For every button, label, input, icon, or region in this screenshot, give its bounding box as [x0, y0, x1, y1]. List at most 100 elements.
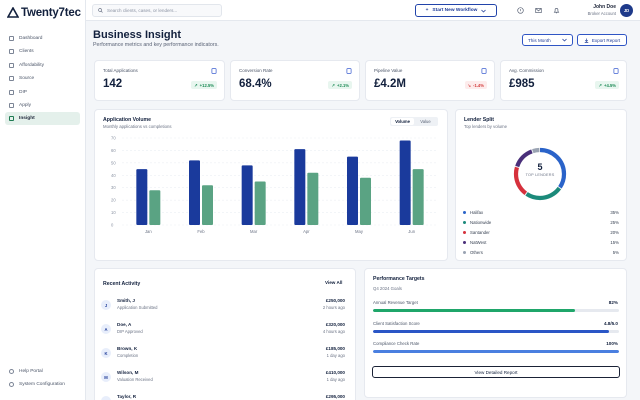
bar-jan-series-1[interactable] [136, 169, 148, 225]
legend-lender-name: Halifax [470, 209, 484, 215]
sidebar-item-affordability[interactable]: Affordability [5, 59, 80, 72]
kpi-card: Pipeline Value £4.2M ↘ -1.4% [365, 60, 495, 101]
export-report-button[interactable]: Export Report [577, 34, 627, 46]
pound-icon [480, 67, 487, 74]
kpi-label: Avg. Commission [509, 68, 544, 73]
sidebar-item-label: System Configuration [19, 382, 65, 388]
performance-targets-card: Performance Targets Q4 2024 Goals [364, 268, 627, 398]
kpi-card: Total Applications 142 ↗ +12.5% [94, 60, 225, 101]
bar-jun-series-1[interactable] [399, 140, 411, 225]
donut-slice-santander[interactable] [513, 147, 567, 201]
target-progress-track [373, 350, 619, 353]
download-icon [584, 38, 589, 43]
bar-may-series-2[interactable] [360, 177, 371, 225]
period-select[interactable]: This Month [522, 34, 573, 46]
activity-client-name: Wilson, M [117, 370, 139, 375]
app-logo[interactable]: Twenty7tec [7, 6, 81, 20]
arrow-up-icon: ↗ [331, 82, 335, 88]
recent-activity-title: Recent Activity [103, 281, 141, 287]
toggle-value[interactable]: Value [420, 119, 431, 124]
help-icon[interactable] [516, 6, 524, 14]
legend-swatch [463, 250, 466, 254]
kpi-value: 142 [103, 78, 123, 90]
target-progress-fill [373, 350, 619, 353]
bar-feb-series-2[interactable] [202, 185, 213, 225]
legend-swatch [463, 220, 466, 224]
y-tick-label: 0 [111, 223, 114, 228]
target-label: Annual Revenue Target [373, 300, 418, 305]
search-input[interactable] [107, 8, 217, 13]
app-name: Twenty7tec [21, 7, 81, 19]
page-title: Business Insight [93, 29, 182, 41]
sidebar-item-source[interactable]: Source [5, 72, 80, 85]
plus-icon: + [425, 8, 429, 13]
view-all-link[interactable]: View All [325, 280, 343, 285]
activity-row[interactable]: M Wilson, M Valuation Received £410,000 1 da… [95, 368, 350, 388]
start-workflow-button[interactable]: + Start New Workflow [415, 4, 497, 17]
volume-value-toggle[interactable]: Volume Value [390, 117, 438, 126]
activity-amount: £320,000 [325, 322, 345, 327]
activity-client-name: Doe, A [117, 322, 132, 327]
target-progress-fill [373, 330, 610, 333]
target-progress-track [373, 330, 619, 333]
sidebar-item-system-configuration[interactable]: System Configuration [5, 378, 80, 391]
bell-icon[interactable] [552, 6, 560, 14]
sidebar-item-dashboard[interactable]: Dashboard [5, 32, 80, 45]
user-role: Broker Account [587, 11, 616, 16]
chart-icon [9, 116, 14, 122]
bar-mar-series-2[interactable] [254, 181, 266, 226]
x-tick-label: Mar [250, 229, 258, 234]
legend-lender-pct: 20% [610, 229, 619, 235]
volume-card-title: Application Volume [103, 117, 152, 123]
legend-item: Others 5% [463, 248, 619, 256]
x-tick-label: Feb [197, 229, 205, 234]
sidebar-item-apply[interactable]: Apply [5, 99, 80, 112]
bar-apr-series-2[interactable] [307, 172, 319, 225]
legend-item: Santander 20% [463, 228, 619, 236]
bar-feb-series-1[interactable] [189, 160, 200, 225]
activity-amount: £185,000 [325, 346, 345, 351]
kpi-change-badge: ↗ +2.1% [328, 81, 352, 89]
sidebar-item-insight[interactable]: Insight [5, 112, 80, 126]
kpi-label: Conversion Rate [239, 68, 273, 73]
activity-row[interactable]: K Brown, K Completion £185,000 1 day ago [95, 344, 350, 364]
sidebar-item-clients[interactable]: Clients [5, 45, 80, 58]
bar-mar-series-1[interactable] [241, 165, 253, 225]
y-tick-label: 30 [111, 185, 116, 190]
y-tick-label: 50 [111, 160, 116, 165]
sidebar-item-label: Apply [19, 102, 31, 108]
calculator-icon [9, 62, 14, 68]
bar-jan-series-2[interactable] [149, 190, 161, 225]
view-detailed-report-button[interactable]: View Detailed Report [372, 366, 620, 378]
sidebar-bottom-nav: Help Portal System Configuration [0, 365, 86, 392]
target-label: Client Satisfaction Score [373, 321, 420, 326]
kpi-label: Pipeline Value [374, 68, 403, 73]
user-name: John Doe [593, 4, 616, 10]
bar-apr-series-1[interactable] [294, 149, 306, 225]
legend-swatch [463, 210, 466, 214]
donut-slice-halifax[interactable] [513, 147, 567, 201]
donut-slice-nationwide[interactable] [513, 147, 567, 201]
toggle-volume[interactable]: Volume [391, 118, 414, 125]
bar-may-series-1[interactable] [347, 156, 358, 225]
sidebar-item-label: Dashboard [19, 36, 43, 41]
donut-center-label: TOP LENDERS [525, 173, 555, 177]
document-icon [210, 67, 217, 74]
activity-description: Completion [117, 353, 139, 358]
activity-row[interactable]: J Smith, J Application Submitted £250,000 2 … [95, 296, 350, 316]
activity-amount: £410,000 [325, 370, 345, 375]
search-box[interactable] [92, 4, 222, 17]
sidebar-item-dip[interactable]: DIP [5, 86, 80, 99]
sidebar-item-label: DIP [19, 89, 27, 95]
sidebar-item-help-portal[interactable]: Help Portal [5, 365, 80, 378]
lender-split-card: Lender Split Top lenders by volume [455, 109, 627, 261]
activity-description: Application Submitted [117, 305, 158, 310]
y-tick-label: 60 [111, 148, 116, 153]
user-avatar[interactable]: JD [620, 4, 633, 17]
bar-jun-series-2[interactable] [412, 169, 424, 225]
mail-icon[interactable] [534, 6, 542, 14]
activity-row[interactable]: A Doe, A DIP Approved £320,000 4 hours ago [95, 320, 350, 340]
activity-client-name: Brown, K [117, 346, 138, 351]
activity-time: 1 day ago [326, 353, 345, 358]
